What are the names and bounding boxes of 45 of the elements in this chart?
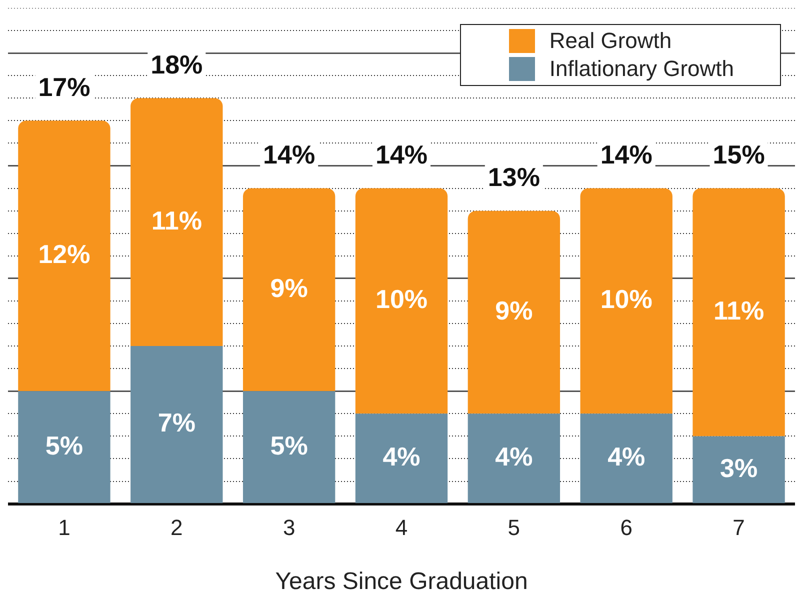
data-label: 11%	[151, 205, 202, 236]
bar	[580, 414, 672, 504]
bar	[242, 188, 336, 392]
x-tick-label: 1	[58, 515, 70, 540]
total-label: 15%	[712, 139, 765, 170]
data-label: 9%	[495, 295, 533, 326]
data-label: 4%	[608, 442, 646, 472]
total-label: 17%	[38, 72, 90, 102]
x-tick-label: 2	[170, 515, 183, 540]
bar	[130, 346, 223, 504]
data-label: 11%	[713, 295, 764, 326]
bar	[18, 120, 110, 392]
data-label: 4%	[382, 442, 420, 472]
data-label: 12%	[38, 239, 90, 270]
data-label: 5%	[270, 430, 308, 460]
data-label: 4%	[495, 442, 533, 472]
bar	[242, 391, 336, 504]
bar	[580, 188, 672, 414]
legend-label: Real Growth	[549, 28, 672, 54]
x-tick-label: 3	[282, 515, 296, 540]
total-label: 14%	[600, 139, 652, 170]
data-label: 3%	[720, 452, 758, 483]
data-label: 9%	[270, 272, 308, 303]
bar	[130, 98, 223, 346]
x-tick-label: 6	[620, 515, 632, 540]
bar	[355, 414, 448, 504]
bar	[692, 188, 785, 436]
total-label: 13%	[488, 162, 540, 192]
data-label: 10%	[375, 284, 428, 314]
bar	[692, 436, 785, 504]
bar	[468, 414, 560, 504]
data-label: 10%	[600, 284, 652, 314]
bar	[18, 391, 110, 504]
total-label: 14%	[375, 139, 428, 170]
x-tick-label: 4	[395, 515, 408, 540]
legend-label: Inflationary Growth	[549, 56, 734, 82]
total-label: 18%	[150, 49, 203, 80]
total-label: 14%	[263, 139, 316, 170]
x-tick-label: 7	[732, 515, 745, 540]
bar	[355, 188, 448, 414]
x-tick-label: 5	[508, 515, 520, 540]
data-label: 5%	[45, 430, 84, 460]
bar	[468, 210, 560, 414]
x-axis-title: Years Since Graduation	[275, 568, 528, 596]
data-label: 7%	[158, 408, 196, 438]
